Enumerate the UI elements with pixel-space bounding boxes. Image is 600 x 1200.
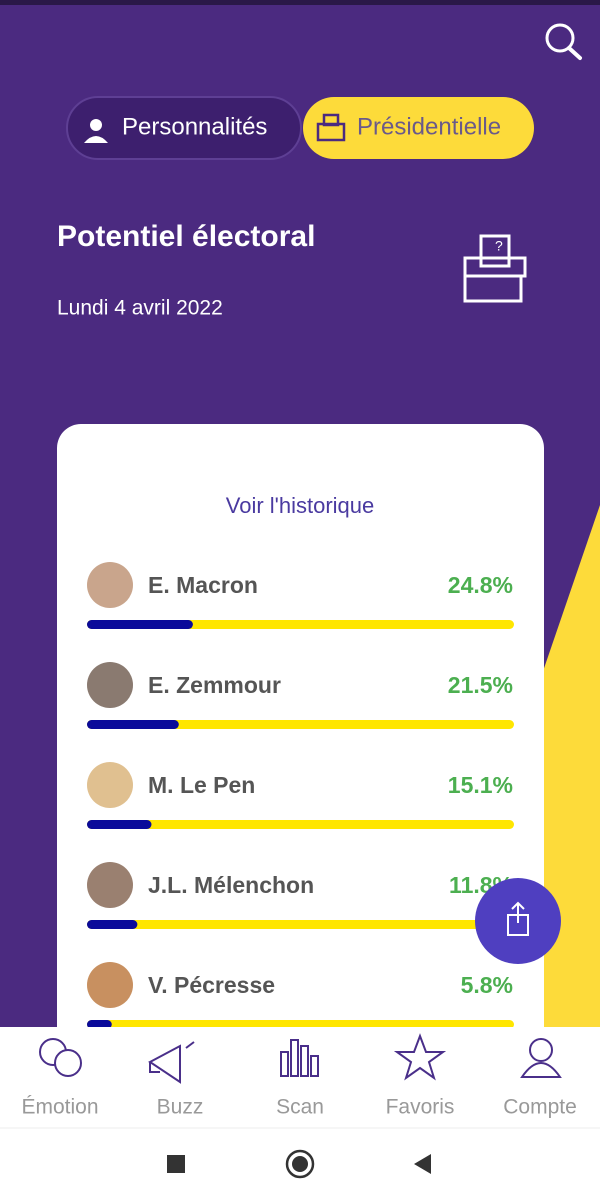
candidate-name: E. Zemmour [148, 672, 281, 698]
candidate-name: M. Le Pen [148, 772, 255, 798]
search-button[interactable] [545, 23, 582, 60]
nav-icons [39, 1033, 562, 1084]
candidate-percent: 21.5% [448, 672, 513, 698]
avatar [87, 762, 133, 808]
candidate-row: E. Macron 24.8% [87, 562, 514, 629]
avatar [87, 662, 133, 708]
page-title: Potentiel électoral [57, 220, 315, 253]
ballot-box-icon: ? [463, 234, 527, 303]
tab-presidentielle[interactable]: Présidentielle [303, 97, 534, 159]
nav-label[interactable]: Scan [276, 1096, 324, 1119]
candidate-name: J.L. Mélenchon [148, 872, 314, 898]
candidate-percent: 5.8% [461, 972, 513, 998]
nav-label[interactable]: Favoris [386, 1096, 455, 1119]
nav-labels: Émotion Buzz Scan Favoris Compte [21, 1096, 576, 1119]
avatar [87, 962, 133, 1008]
nav-label[interactable]: Compte [503, 1096, 577, 1119]
recents-button[interactable] [167, 1155, 185, 1173]
status-bar [0, 0, 600, 5]
history-link[interactable]: Voir l'historique [226, 493, 375, 518]
svg-text:?: ? [495, 238, 503, 254]
nav-label[interactable]: Buzz [157, 1096, 204, 1119]
back-button[interactable] [414, 1154, 431, 1174]
bar-track [87, 720, 514, 729]
bar-track [87, 820, 514, 829]
candidate-percent: 24.8% [448, 572, 513, 598]
tab-personnalites[interactable]: Personnalités [66, 96, 302, 160]
bar [87, 720, 179, 729]
candidate-percent: 15.1% [448, 772, 513, 798]
bar [87, 620, 193, 629]
bottom-nav [0, 1027, 600, 1128]
bar-track [87, 620, 514, 629]
avatar [87, 862, 133, 908]
avatar [87, 562, 133, 608]
bar [87, 920, 138, 929]
bar [87, 1020, 112, 1029]
bar-track [87, 1020, 514, 1029]
nav-label[interactable]: Émotion [21, 1096, 98, 1119]
tab-label: Personnalités [122, 113, 267, 140]
candidate-row: E. Zemmour 21.5% [87, 662, 514, 729]
bar [87, 820, 152, 829]
share-button[interactable] [475, 878, 561, 964]
candidate-row: M. Le Pen 15.1% [87, 762, 514, 829]
candidate-name: V. Pécresse [148, 972, 275, 998]
tab-label: Présidentielle [357, 113, 501, 140]
card [57, 424, 544, 1124]
home-button[interactable] [285, 1149, 315, 1179]
candidate-row: V. Pécresse 5.8% [87, 962, 514, 1029]
date: Lundi 4 avril 2022 [57, 297, 223, 320]
candidate-name: E. Macron [148, 572, 258, 598]
bar-track [87, 920, 514, 929]
